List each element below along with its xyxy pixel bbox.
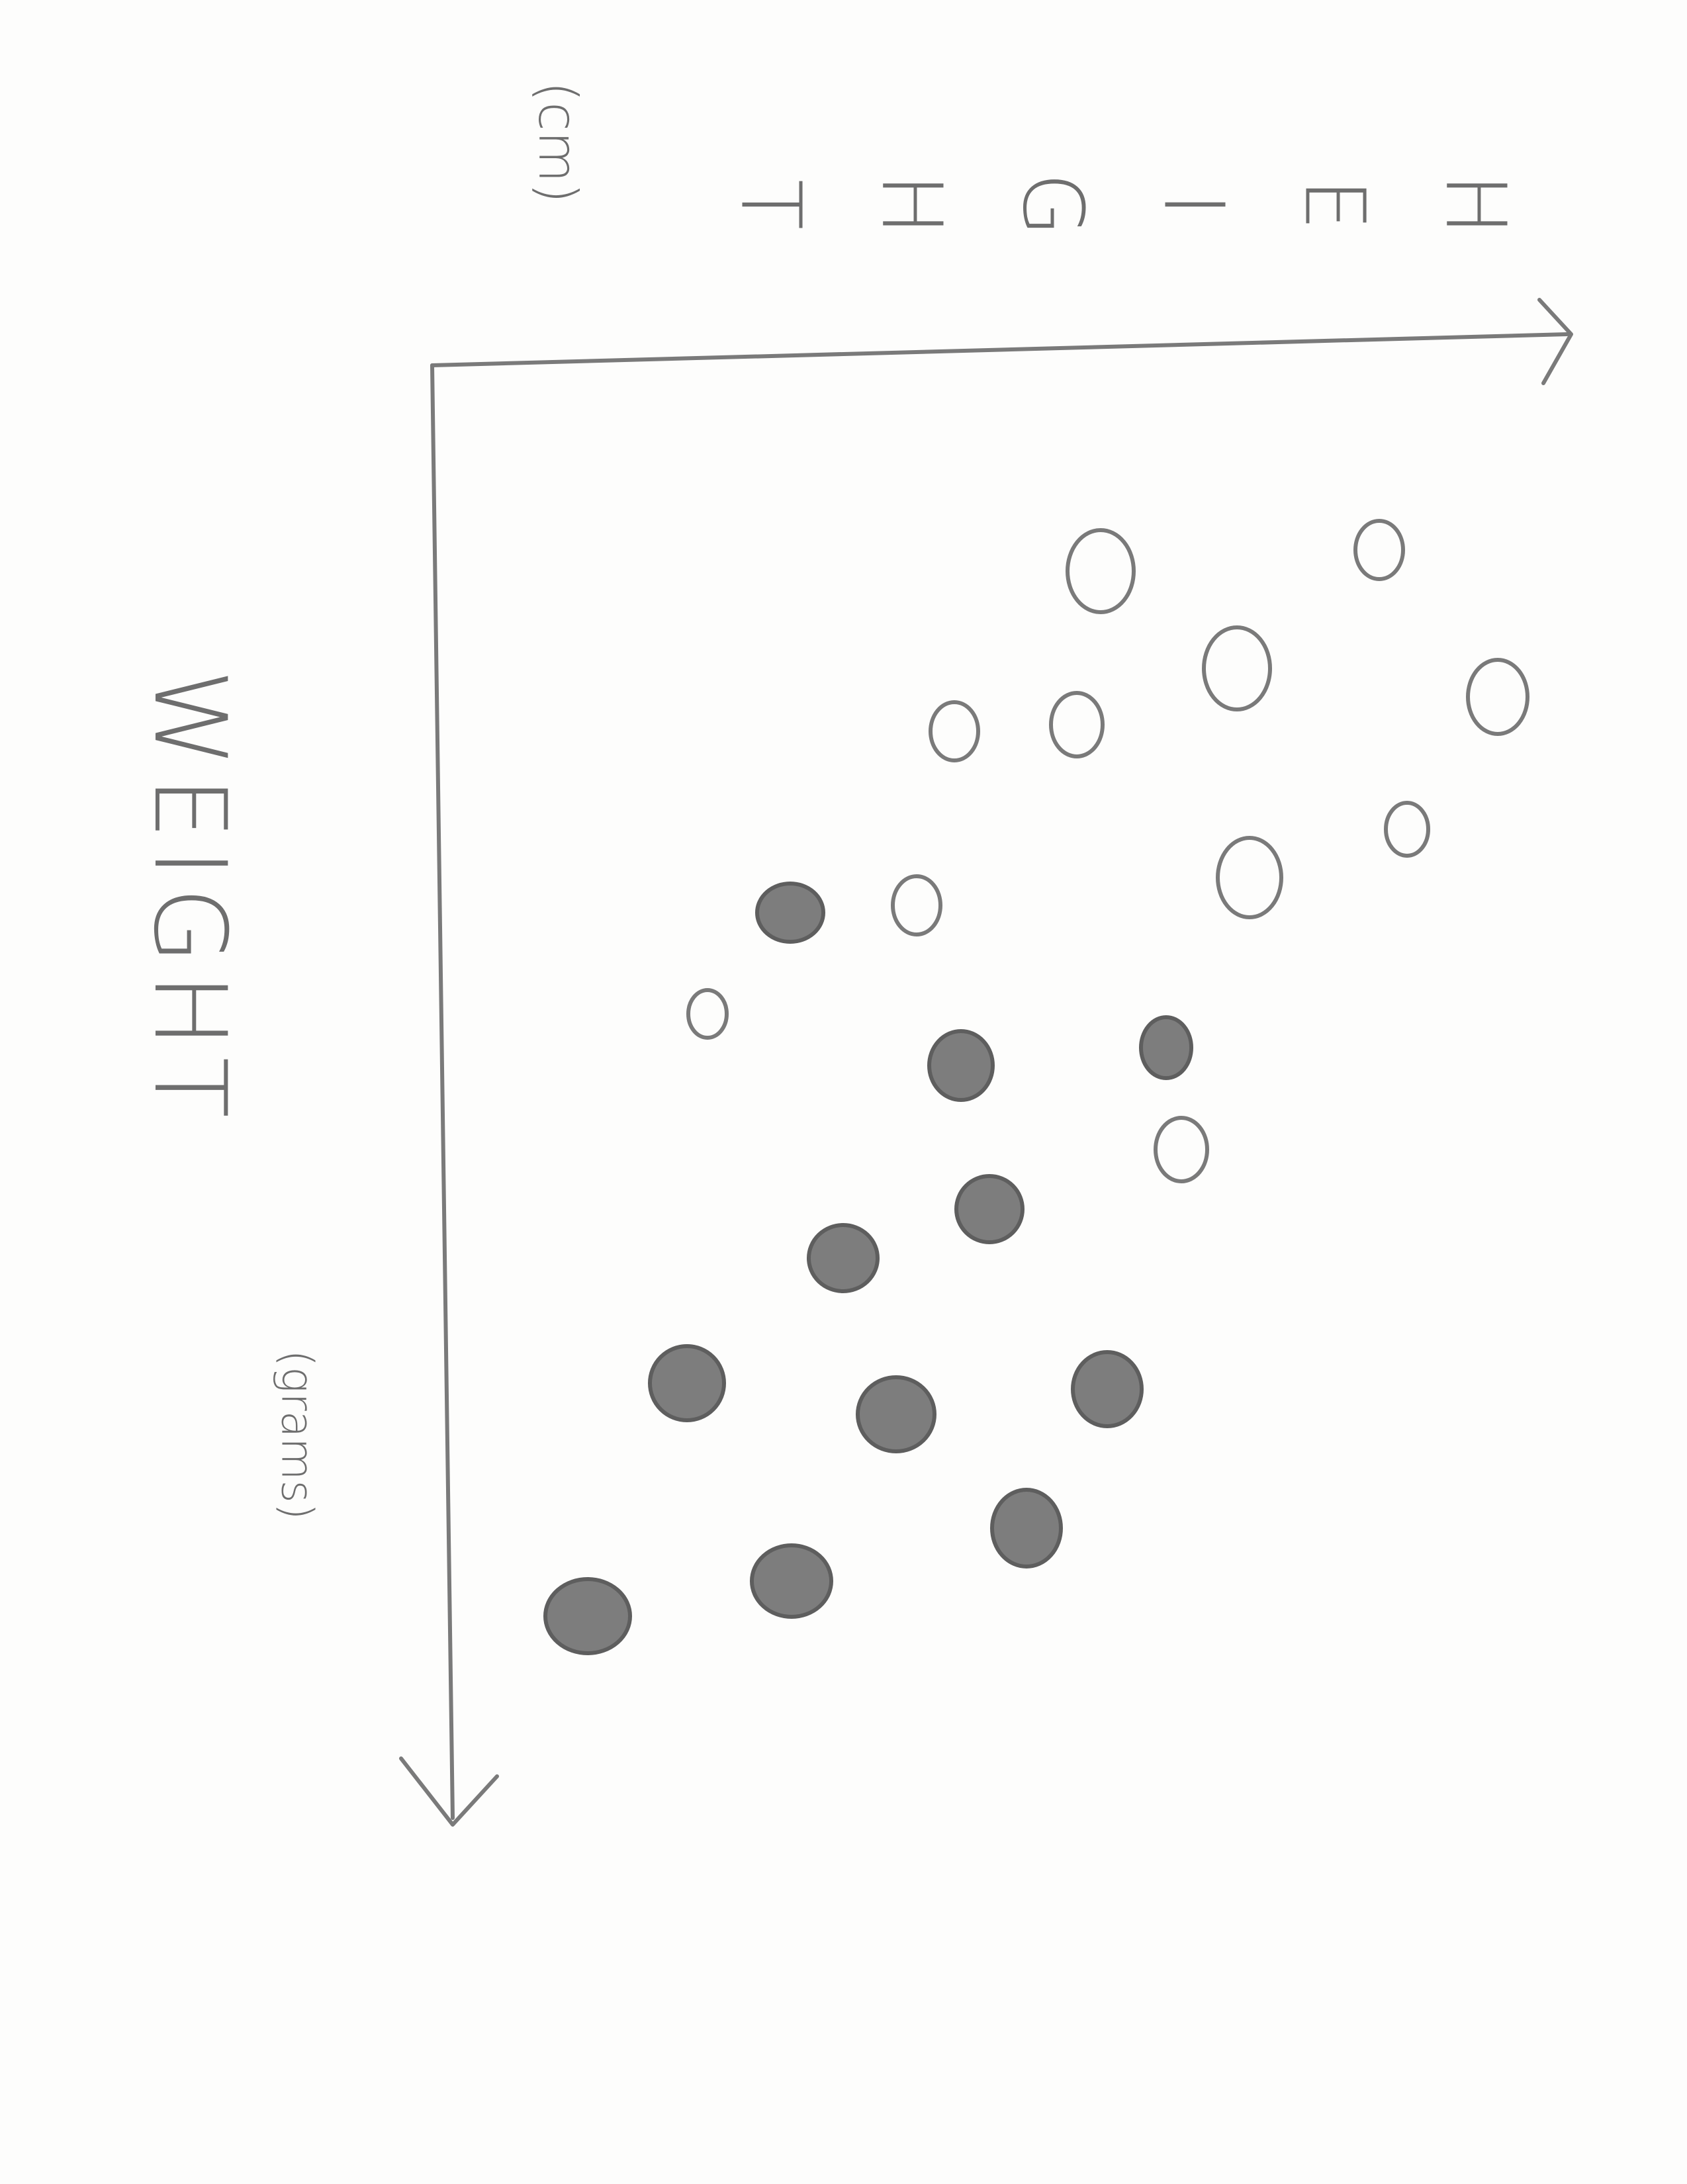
open-point (686, 988, 729, 1040)
horizontal-axis-unit: (cm) (527, 81, 589, 204)
filled-points (543, 882, 1193, 1655)
filled-point (648, 1344, 726, 1422)
open-point (1216, 836, 1283, 919)
vertical-axis-unit: (grams) (271, 1349, 323, 1520)
filled-point (543, 1577, 632, 1655)
filled-point (1071, 1350, 1144, 1428)
filled-point (927, 1029, 995, 1102)
open-point (1049, 691, 1105, 758)
filled-point (807, 1223, 880, 1293)
vertical-axis-label: WEIGHT (131, 669, 247, 1127)
filled-point (755, 882, 825, 944)
open-point (1202, 625, 1272, 711)
open-point (1353, 519, 1405, 581)
horizontal-axis (430, 332, 1569, 367)
open-point (1466, 658, 1529, 736)
open-point (1066, 528, 1136, 614)
horizontal-axis-label: HEIGHT (677, 156, 1524, 253)
vertical-arrowhead (399, 1756, 499, 1827)
open-point (929, 700, 980, 762)
vertical-axis (430, 363, 455, 1820)
filled-point (1139, 1015, 1193, 1080)
horizontal-arrowhead (1537, 298, 1573, 385)
open-points (686, 519, 1529, 1183)
filled-point (856, 1375, 936, 1453)
filled-point (954, 1174, 1025, 1244)
open-point (1154, 1116, 1209, 1183)
filled-point (990, 1488, 1063, 1569)
open-point (1384, 801, 1430, 858)
filled-point (750, 1543, 833, 1619)
open-point (891, 874, 942, 936)
